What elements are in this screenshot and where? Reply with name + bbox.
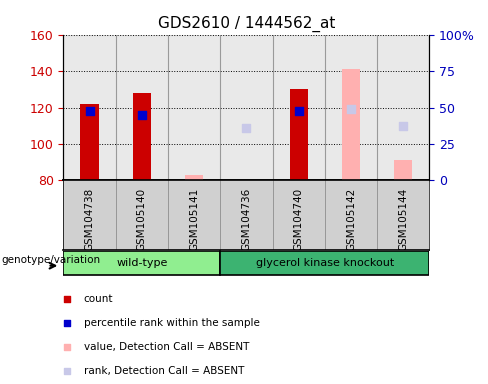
Text: count: count xyxy=(83,293,113,304)
Text: glycerol kinase knockout: glycerol kinase knockout xyxy=(256,258,394,268)
Point xyxy=(347,106,355,113)
Text: GSM105141: GSM105141 xyxy=(189,187,199,251)
Text: GSM104736: GSM104736 xyxy=(242,187,251,251)
Bar xyxy=(394,161,412,180)
Text: rank, Detection Call = ABSENT: rank, Detection Call = ABSENT xyxy=(83,366,244,376)
Bar xyxy=(63,251,220,275)
Bar xyxy=(116,35,168,180)
Point xyxy=(86,108,94,114)
Title: GDS2610 / 1444562_at: GDS2610 / 1444562_at xyxy=(158,16,335,32)
Bar xyxy=(377,35,429,180)
Point xyxy=(63,296,71,302)
Text: wild-type: wild-type xyxy=(116,258,167,268)
Point xyxy=(63,344,71,349)
Point xyxy=(243,124,250,131)
Bar xyxy=(63,35,116,180)
Text: GSM104738: GSM104738 xyxy=(84,187,95,251)
Text: percentile rank within the sample: percentile rank within the sample xyxy=(83,318,260,328)
Bar xyxy=(289,89,308,180)
Text: GSM105142: GSM105142 xyxy=(346,187,356,251)
Bar xyxy=(273,35,325,180)
Point xyxy=(63,319,71,326)
Bar xyxy=(133,93,151,180)
Point xyxy=(138,112,146,118)
Bar xyxy=(220,251,429,275)
Text: value, Detection Call = ABSENT: value, Detection Call = ABSENT xyxy=(83,341,249,352)
Point xyxy=(399,123,407,129)
Bar xyxy=(325,35,377,180)
Text: GSM104740: GSM104740 xyxy=(294,187,304,250)
Point xyxy=(295,108,303,114)
Bar xyxy=(220,35,273,180)
Text: genotype/variation: genotype/variation xyxy=(1,255,101,265)
Bar xyxy=(168,35,220,180)
Text: GSM105140: GSM105140 xyxy=(137,187,147,250)
Bar xyxy=(342,69,360,180)
Bar xyxy=(185,175,203,180)
Bar xyxy=(185,175,203,180)
Bar xyxy=(81,104,99,180)
Point xyxy=(63,367,71,374)
Text: GSM105144: GSM105144 xyxy=(398,187,408,251)
